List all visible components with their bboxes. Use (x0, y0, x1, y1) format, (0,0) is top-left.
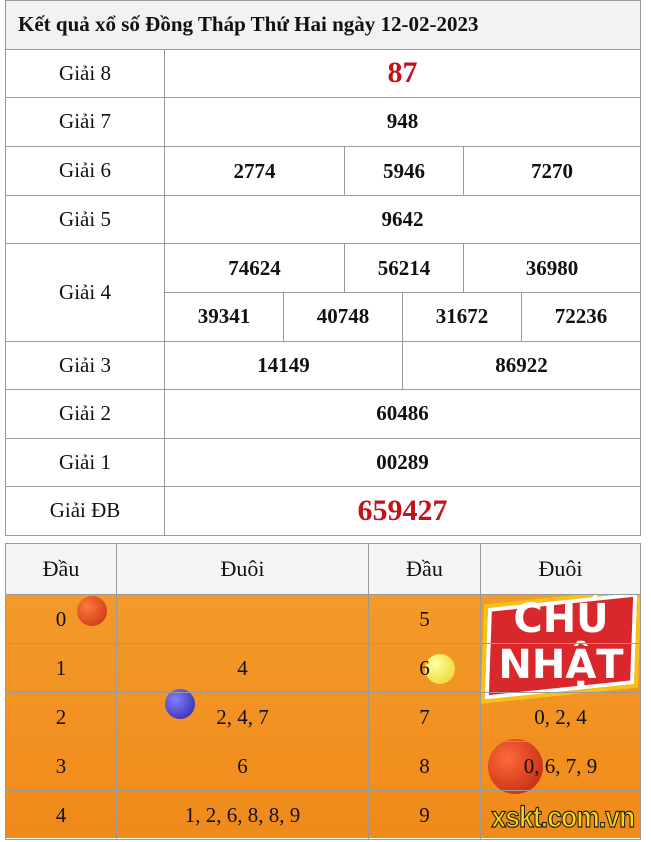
prize-row-7: Giải 7 948 (5, 97, 641, 147)
prize-label: Giải 8 (5, 48, 165, 98)
duoi-cell (480, 643, 641, 693)
prize-8-value: 87 (164, 48, 641, 98)
results-table: Kết quả xổ số Đồng Tháp Thứ Hai ngày 12-… (5, 0, 641, 536)
prize-4-value: 56214 (345, 244, 464, 292)
dau-cell: 6 (368, 643, 481, 693)
table-row: 3 6 8 0, 6, 7, 9 (5, 741, 641, 791)
prize-4-cells: 74624 56214 36980 (164, 243, 641, 293)
dau-cell: 9 (368, 790, 481, 840)
prize-6-cells: 2774 5946 7270 (164, 145, 641, 196)
prize-row-2: Giải 2 60486 (5, 389, 641, 439)
prize-row-8: Giải 8 87 (5, 48, 641, 98)
dau-cell: 4 (5, 790, 117, 840)
prize-row-3: Giải 3 14149 86922 (5, 340, 641, 390)
header-duoi: Đuôi (116, 543, 369, 595)
header-duoi: Đuôi (480, 543, 641, 595)
prize-label: Giải 4 (5, 243, 165, 342)
duoi-cell: 0, 6, 7, 9 (480, 741, 641, 791)
prize-3-value: 86922 (402, 340, 641, 390)
prize-5-value: 9642 (164, 194, 641, 244)
prize-7-value: 948 (164, 97, 641, 147)
prize-2-value: 60486 (164, 389, 641, 439)
prize-4-value: 36980 (525, 256, 579, 280)
prize-6-value: 5946 (345, 146, 464, 195)
prize-label: Giải 2 (5, 389, 165, 439)
table-row: 2 2, 4, 7 7 0, 2, 4 (5, 692, 641, 742)
prize-row-1: Giải 1 00289 (5, 437, 641, 487)
special-prize-value: 659427 (164, 486, 641, 536)
duoi-cell (116, 594, 369, 644)
dau-cell: 5 (368, 594, 481, 644)
duoi-cell (480, 790, 641, 840)
prize-row-special: Giải ĐB 659427 (5, 486, 641, 536)
duoi-cell: 4 (116, 643, 369, 693)
prize-row-5: Giải 5 9642 (5, 194, 641, 244)
prize-4-value: 31672 (402, 292, 522, 342)
prize-1-value: 00289 (164, 437, 641, 487)
prize-row-4: Giải 4 74624 56214 36980 (5, 243, 641, 342)
prize-4-value: 74624 (165, 244, 345, 292)
prize-3-value: 14149 (164, 340, 403, 390)
duoi-cell: 6 (116, 741, 369, 791)
prize-6-value: 2774 (165, 146, 345, 195)
prize-4-value: 39341 (164, 292, 284, 342)
watermark-logo: xskt.com.vn (491, 800, 636, 834)
dau-cell: 2 (5, 692, 117, 742)
page-title: Kết quả xổ số Đồng Tháp Thứ Hai ngày 12-… (5, 0, 641, 50)
prize-label: Giải 6 (5, 145, 165, 196)
dau-cell: 3 (5, 741, 117, 791)
duoi-cell: 0, 2, 4 (480, 692, 641, 742)
prize-label: Giải 3 (5, 340, 165, 390)
dau-cell: 1 (5, 643, 117, 693)
prize-4-value: 40748 (283, 292, 403, 342)
header-dau: Đầu (368, 543, 481, 595)
prize-label: Giải 7 (5, 97, 165, 147)
duoi-cell (480, 594, 641, 644)
duoi-cell: 2, 4, 7 (116, 692, 369, 742)
dau-cell: 7 (368, 692, 481, 742)
prize-4-value: 72236 (521, 292, 641, 342)
header-dau: Đầu (5, 543, 117, 595)
prize-row-6: Giải 6 2774 5946 7270 (5, 145, 641, 196)
dau-cell: 0 (5, 594, 117, 644)
prize-label: Giải ĐB (5, 486, 165, 536)
dau-cell: 8 (368, 741, 481, 791)
prize-6-value: 7270 (531, 158, 573, 183)
prize-label: Giải 5 (5, 194, 165, 244)
duoi-cell: 1, 2, 6, 8, 8, 9 (116, 790, 369, 840)
prize-label: Giải 1 (5, 437, 165, 487)
